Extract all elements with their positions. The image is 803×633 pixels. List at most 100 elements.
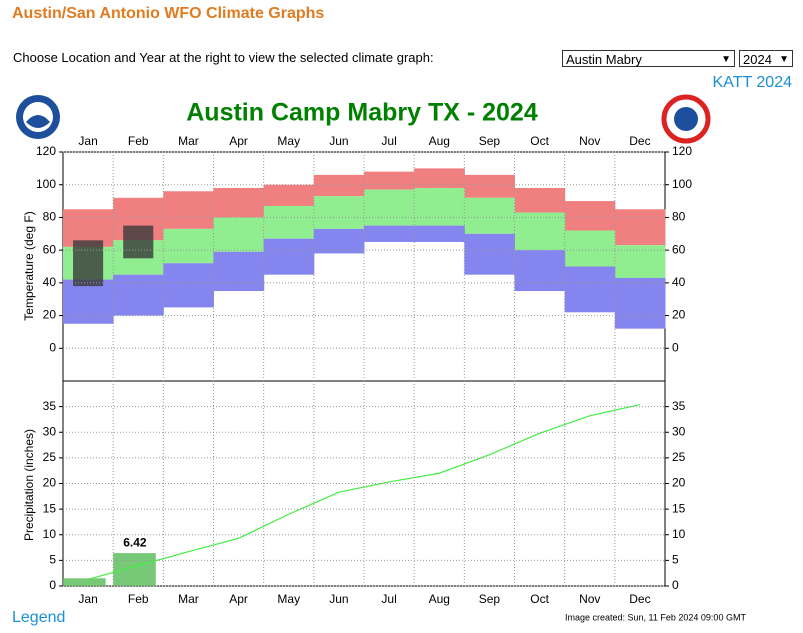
temperature-band bbox=[163, 191, 214, 229]
temperature-band bbox=[364, 171, 415, 190]
temperature-band bbox=[213, 251, 265, 292]
temperature-band bbox=[464, 233, 515, 275]
x-tick-label: Dec bbox=[629, 592, 650, 606]
location-value: Austin Mabry bbox=[566, 52, 642, 67]
y-tick-label: 100 bbox=[36, 177, 56, 191]
y-tick-label: 0 bbox=[672, 578, 679, 592]
x-tick-label: Mar bbox=[178, 134, 199, 148]
temperature-band bbox=[564, 201, 616, 231]
y-tick-label: 5 bbox=[49, 553, 56, 567]
y-tick-label: 80 bbox=[672, 210, 686, 224]
temperature-band bbox=[263, 184, 315, 206]
normal-precipitation-line bbox=[87, 403, 641, 580]
y-tick-label: 60 bbox=[672, 242, 686, 256]
x-tick-label: Sep bbox=[479, 134, 501, 148]
y-tick-label: 30 bbox=[672, 424, 686, 438]
observed-temperature bbox=[123, 225, 154, 259]
temperature-band bbox=[514, 187, 566, 213]
y-tick-label: 0 bbox=[672, 340, 679, 354]
y-tick-label: 120 bbox=[672, 144, 692, 158]
instructions: Choose Location and Year at the right to… bbox=[13, 50, 434, 65]
temperature-band bbox=[213, 187, 265, 218]
x-tick-label: May bbox=[277, 592, 300, 606]
y-tick-label: 15 bbox=[43, 501, 57, 515]
noaa-logo-bird bbox=[26, 115, 50, 128]
temperature-band bbox=[564, 266, 616, 313]
x-tick-label: Feb bbox=[128, 134, 149, 148]
year-value: 2024 bbox=[743, 52, 772, 67]
y-tick-label: 10 bbox=[672, 527, 686, 541]
temperature-band bbox=[464, 197, 515, 234]
year-select[interactable]: ▼ 2024 bbox=[739, 50, 793, 67]
station-link[interactable]: KATT 2024 bbox=[712, 74, 792, 91]
y-axis-label: Precipitation (inches) bbox=[22, 429, 36, 541]
y-tick-label: 80 bbox=[43, 210, 57, 224]
temperature-band bbox=[614, 209, 666, 246]
page-title: Austin/San Antonio WFO Climate Graphs bbox=[12, 5, 325, 22]
x-tick-label: Oct bbox=[530, 134, 549, 148]
temperature-band bbox=[414, 168, 465, 188]
temperature-band bbox=[564, 230, 616, 267]
location-select[interactable]: ▼ Austin Mabry bbox=[562, 50, 735, 67]
observed-temperature bbox=[73, 240, 104, 287]
x-tick-label: Jan bbox=[78, 592, 97, 606]
x-tick-label: Mar bbox=[178, 592, 199, 606]
y-tick-label: 20 bbox=[43, 476, 57, 490]
temperature-band bbox=[163, 228, 214, 264]
temperature-band bbox=[63, 279, 114, 324]
legend-link[interactable]: Legend bbox=[12, 609, 66, 626]
y-tick-label: 25 bbox=[43, 450, 57, 464]
x-tick-label: Oct bbox=[530, 592, 549, 606]
x-tick-label: Apr bbox=[229, 134, 248, 148]
x-tick-label: Jul bbox=[381, 134, 396, 148]
y-tick-label: 20 bbox=[672, 476, 686, 490]
temperature-band bbox=[313, 228, 365, 254]
temperature-band bbox=[464, 174, 515, 198]
y-tick-label: 60 bbox=[43, 242, 57, 256]
y-tick-label: 30 bbox=[43, 424, 57, 438]
temperature-band bbox=[313, 196, 365, 229]
temperature-band bbox=[213, 217, 265, 252]
temperature-band bbox=[514, 250, 566, 292]
temperature-band bbox=[514, 212, 566, 251]
y-tick-label: 40 bbox=[43, 275, 57, 289]
x-tick-label: Aug bbox=[429, 134, 450, 148]
x-tick-label: Jan bbox=[78, 134, 97, 148]
x-tick-label: Dec bbox=[629, 134, 650, 148]
x-tick-label: May bbox=[277, 134, 300, 148]
x-tick-label: Jul bbox=[381, 592, 396, 606]
temperature-band bbox=[614, 245, 666, 278]
x-tick-label: Nov bbox=[579, 592, 600, 606]
temperature-band bbox=[113, 274, 164, 316]
x-tick-label: Aug bbox=[429, 592, 450, 606]
temperature-band bbox=[263, 205, 315, 239]
y-tick-label: 120 bbox=[36, 144, 56, 158]
temperature-band bbox=[414, 187, 465, 226]
chart-title: Austin Camp Mabry TX - 2024 bbox=[186, 99, 538, 127]
y-tick-label: 10 bbox=[43, 527, 57, 541]
y-tick-label: 35 bbox=[43, 399, 57, 413]
observed-precipitation bbox=[113, 553, 156, 586]
temperature-band bbox=[364, 189, 415, 226]
x-tick-label: Jun bbox=[329, 592, 348, 606]
temperature-band bbox=[313, 174, 365, 197]
x-tick-label: Feb bbox=[128, 592, 149, 606]
temperature-band bbox=[263, 238, 315, 275]
y-tick-label: 0 bbox=[49, 578, 56, 592]
y-tick-label: 40 bbox=[672, 275, 686, 289]
dropdown-arrow: ▼ bbox=[779, 54, 789, 65]
x-tick-label: Sep bbox=[479, 592, 501, 606]
y-tick-label: 20 bbox=[43, 308, 57, 322]
nws-logo-inner bbox=[674, 107, 698, 131]
image-created: Image created: Sun, 11 Feb 2024 09:00 GM… bbox=[565, 612, 746, 622]
x-tick-label: Apr bbox=[229, 592, 248, 606]
y-tick-label: 25 bbox=[672, 450, 686, 464]
y-tick-label: 15 bbox=[672, 501, 686, 515]
temperature-band bbox=[414, 225, 465, 242]
data-label: 6.42 bbox=[123, 535, 147, 549]
y-tick-label: 5 bbox=[672, 553, 679, 567]
y-tick-label: 20 bbox=[672, 308, 686, 322]
temperature-band bbox=[614, 277, 666, 329]
